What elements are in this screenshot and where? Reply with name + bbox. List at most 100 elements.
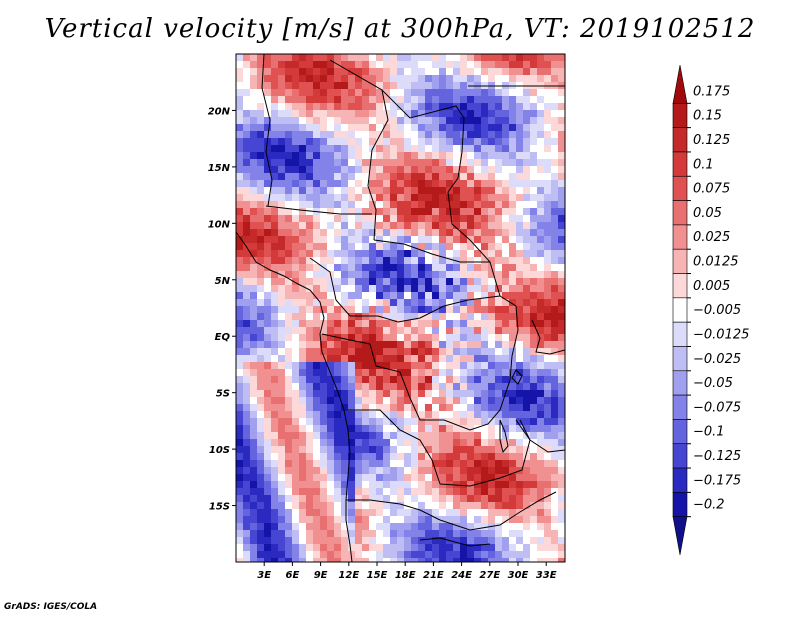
field-cell (425, 383, 433, 391)
field-cell (453, 341, 461, 349)
field-cell (516, 187, 524, 195)
field-cell (341, 145, 349, 153)
colorbar-label: −0.175 (693, 473, 741, 488)
field-cell (439, 488, 447, 496)
field-cell (502, 54, 510, 62)
field-cell (397, 292, 405, 300)
field-cell (327, 453, 335, 461)
field-cell (397, 516, 405, 524)
field-cell (306, 355, 314, 363)
field-cell (446, 159, 454, 167)
field-cell (418, 117, 426, 125)
field-cell (369, 173, 377, 181)
field-cell (390, 432, 398, 440)
field-cell (432, 523, 440, 531)
field-cell (306, 509, 314, 517)
field-cell (523, 446, 531, 454)
field-cell (467, 488, 475, 496)
field-cell (376, 299, 384, 307)
field-cell (243, 516, 251, 524)
field-cell (257, 264, 265, 272)
field-cell (236, 299, 244, 307)
field-cell (502, 257, 510, 265)
field-cell (397, 166, 405, 174)
field-cell (446, 355, 454, 363)
field-cell (271, 229, 279, 237)
field-cell (453, 516, 461, 524)
field-cell (411, 495, 419, 503)
field-cell (278, 187, 286, 195)
field-cell (474, 502, 482, 510)
field-cell (432, 82, 440, 90)
field-cell (418, 68, 426, 76)
field-cell (341, 299, 349, 307)
field-cell (446, 250, 454, 258)
field-cell (418, 152, 426, 160)
colorbar-swatch (672, 224, 688, 250)
field-cell (544, 495, 552, 503)
field-cell (334, 411, 342, 419)
field-cell (551, 201, 559, 209)
field-cell (271, 320, 279, 328)
field-cell (481, 243, 489, 251)
field-cell (530, 159, 538, 167)
field-cell (271, 264, 279, 272)
field-cell (509, 558, 517, 562)
field-cell (439, 82, 447, 90)
field-cell (285, 194, 293, 202)
field-cell (320, 250, 328, 258)
field-cell (523, 264, 531, 272)
field-cell (264, 313, 272, 321)
field-cell (502, 348, 510, 356)
field-cell (439, 166, 447, 174)
field-cell (404, 341, 412, 349)
field-cell (313, 397, 321, 405)
field-cell (453, 425, 461, 433)
field-cell (243, 551, 251, 559)
field-cell (474, 369, 482, 377)
field-cell (551, 89, 559, 97)
field-cell (327, 250, 335, 258)
field-cell (250, 397, 258, 405)
field-cell (320, 285, 328, 293)
field-cell (306, 173, 314, 181)
field-cell (397, 82, 405, 90)
field-cell (271, 495, 279, 503)
field-cell (474, 488, 482, 496)
field-cell (257, 89, 265, 97)
field-cell (425, 131, 433, 139)
field-cell (558, 243, 565, 251)
field-cell (404, 82, 412, 90)
field-cell (509, 250, 517, 258)
field-cell (467, 516, 475, 524)
field-cell (243, 362, 251, 370)
field-cell (509, 369, 517, 377)
field-cell (383, 425, 391, 433)
field-cell (495, 495, 503, 503)
field-cell (362, 306, 370, 314)
field-cell (327, 460, 335, 468)
field-cell (425, 551, 433, 559)
field-cell (341, 138, 349, 146)
field-cell (327, 257, 335, 265)
field-cell (425, 271, 433, 279)
field-cell (432, 313, 440, 321)
field-cell (285, 152, 293, 160)
field-cell (516, 89, 524, 97)
field-cell (418, 418, 426, 426)
field-cell (236, 376, 244, 384)
field-cell (432, 96, 440, 104)
field-cell (404, 138, 412, 146)
field-cell (264, 159, 272, 167)
field-cell (369, 460, 377, 468)
field-cell (516, 54, 524, 62)
field-cell (523, 68, 531, 76)
field-cell (516, 362, 524, 370)
field-cell (467, 537, 475, 545)
field-cell (348, 89, 356, 97)
field-cell (397, 117, 405, 125)
field-cell (439, 138, 447, 146)
field-cell (313, 61, 321, 69)
field-cell (544, 558, 552, 562)
field-cell (313, 299, 321, 307)
